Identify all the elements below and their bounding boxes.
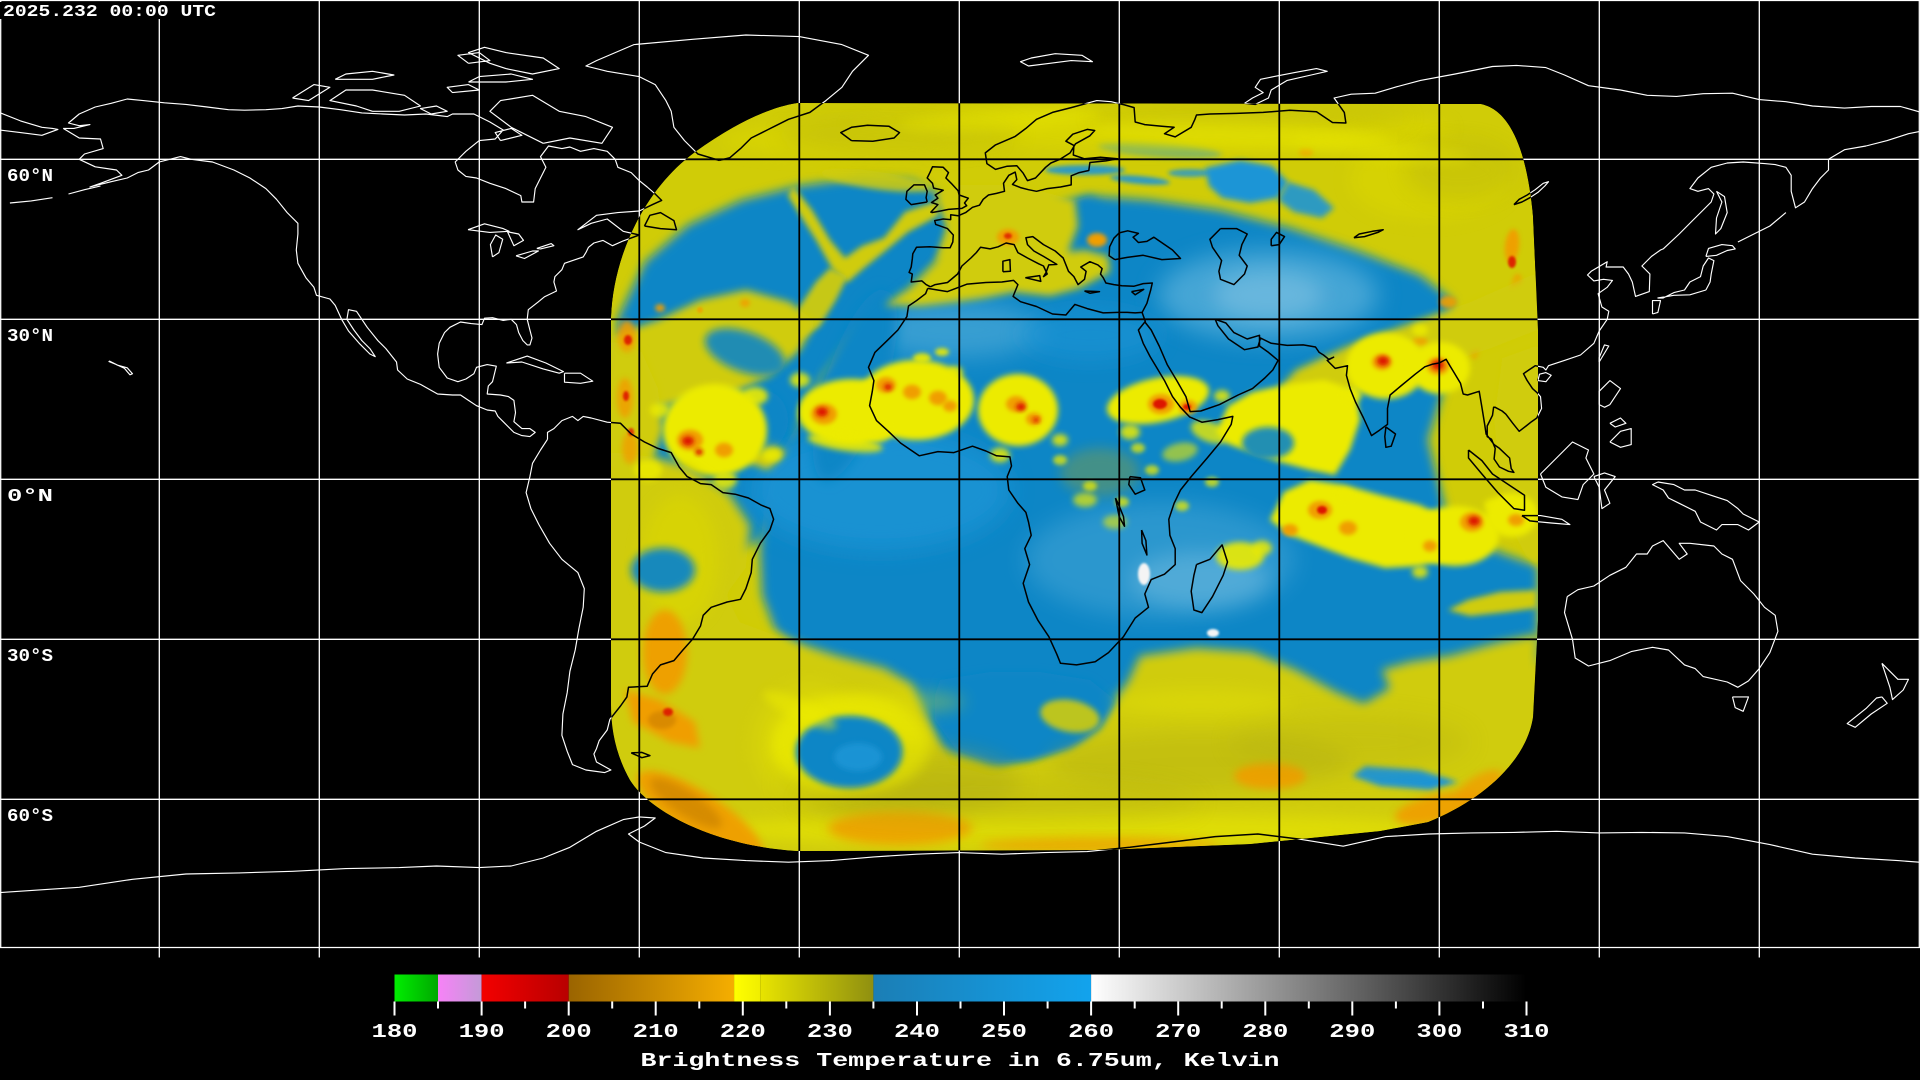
- svg-text:200: 200: [546, 1021, 592, 1043]
- svg-text:30°S: 30°S: [7, 647, 53, 667]
- svg-text:Brightness Temperature in 6.75: Brightness Temperature in 6.75um, Kelvin: [641, 1050, 1280, 1072]
- svg-text:210: 210: [633, 1021, 679, 1043]
- svg-text:0°N: 0°N: [7, 487, 53, 507]
- svg-text:30°N: 30°N: [7, 327, 53, 347]
- svg-text:2025.232 00:00 UTC: 2025.232 00:00 UTC: [3, 3, 216, 22]
- svg-text:60°N: 60°N: [7, 167, 53, 187]
- svg-text:230: 230: [807, 1021, 853, 1043]
- svg-text:180: 180: [372, 1021, 418, 1043]
- svg-text:260: 260: [1068, 1021, 1114, 1043]
- svg-text:250: 250: [981, 1021, 1027, 1043]
- svg-text:60°S: 60°S: [7, 807, 53, 827]
- svg-text:300: 300: [1416, 1021, 1462, 1043]
- svg-text:240: 240: [894, 1021, 940, 1043]
- svg-text:270: 270: [1155, 1021, 1201, 1043]
- svg-text:290: 290: [1329, 1021, 1375, 1043]
- svg-text:190: 190: [459, 1021, 505, 1043]
- svg-text:220: 220: [720, 1021, 766, 1043]
- svg-text:280: 280: [1242, 1021, 1288, 1043]
- svg-text:310: 310: [1504, 1021, 1550, 1043]
